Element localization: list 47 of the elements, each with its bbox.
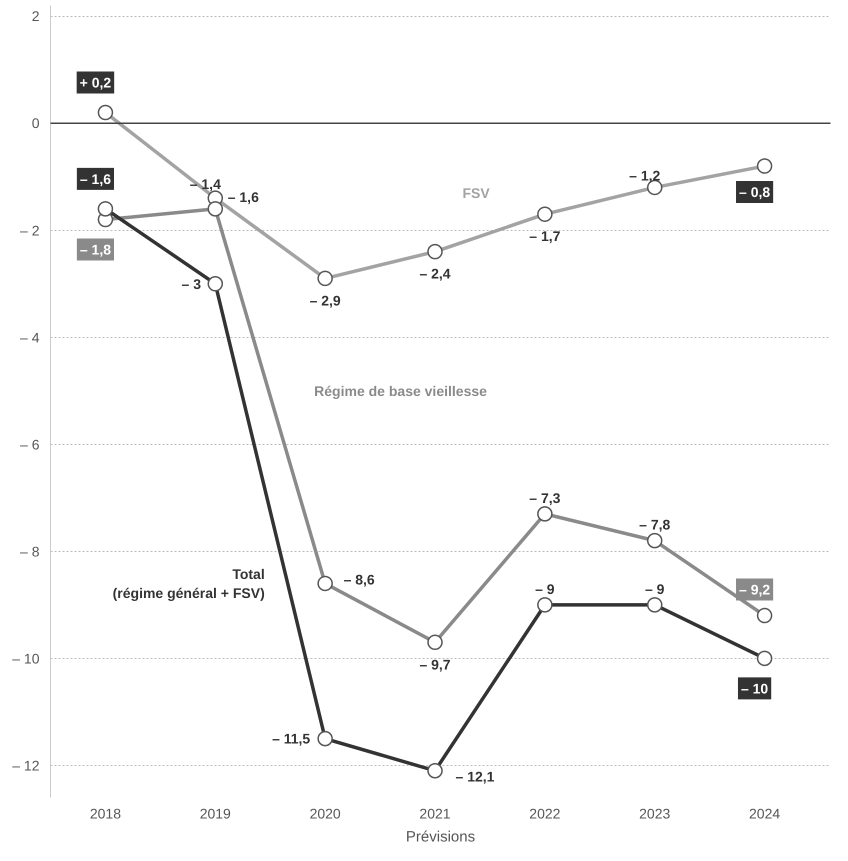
- data-label: – 11,5: [272, 730, 310, 747]
- y-tick-label: – 10: [12, 650, 40, 666]
- data-label: – 12,1: [456, 768, 495, 785]
- point: [208, 276, 224, 292]
- x-tick-label: 2023: [639, 806, 671, 822]
- x-tick-label: 2019: [200, 806, 232, 822]
- x-tick-label: 2020: [310, 806, 341, 822]
- data-label: – 1,6: [228, 188, 260, 205]
- point: [317, 730, 333, 746]
- point: [98, 201, 114, 217]
- x-tick-label: 2018: [90, 806, 122, 822]
- text: Régime de base vieillesse: [314, 382, 488, 399]
- data-label: – 7,8: [639, 516, 671, 533]
- series-label: Total (régime général + FSV): [112, 566, 265, 602]
- y-tick-label: – 8: [20, 543, 40, 560]
- data-label: – 3: [182, 276, 202, 292]
- data-label: – 1,6: [80, 170, 112, 187]
- data-label: – 1,2: [629, 167, 661, 184]
- data-label: – 7,3: [529, 490, 561, 506]
- data-label: – 1,4: [190, 176, 222, 192]
- y-tick-label: – 6: [20, 436, 40, 452]
- data-label: – 8,6: [344, 571, 375, 588]
- x-tick-label: 2024: [749, 806, 780, 822]
- point: [646, 597, 662, 613]
- x-tick-label: 2021: [419, 806, 451, 822]
- point: [427, 763, 443, 778]
- text: Prévisions: [406, 828, 476, 846]
- data-label: + 0,2: [80, 74, 112, 91]
- data-label: – 9,7: [419, 656, 451, 672]
- y-tick-label: – 4: [20, 329, 40, 346]
- x-tick-label: 2022: [529, 806, 561, 822]
- y-tick-label: – 2: [20, 222, 40, 238]
- y-tick-label: – 12: [12, 757, 40, 774]
- data-label: – 9,2: [739, 582, 770, 598]
- point: [756, 650, 772, 666]
- data-label: – 1,8: [80, 242, 112, 258]
- data-label: – 0,8: [739, 184, 770, 200]
- y-tick-label: 0: [32, 115, 40, 132]
- point: [537, 597, 553, 613]
- text: FSV: [462, 184, 490, 201]
- data-label: – 9: [535, 580, 555, 597]
- data-label: – 2,4: [419, 266, 451, 282]
- y-tick-label: 2: [32, 8, 40, 24]
- data-label: – 1,7: [529, 228, 561, 244]
- data-label: – 9: [644, 580, 665, 597]
- data-label: – 2,9: [310, 292, 341, 308]
- data-label: – 10: [740, 680, 768, 696]
